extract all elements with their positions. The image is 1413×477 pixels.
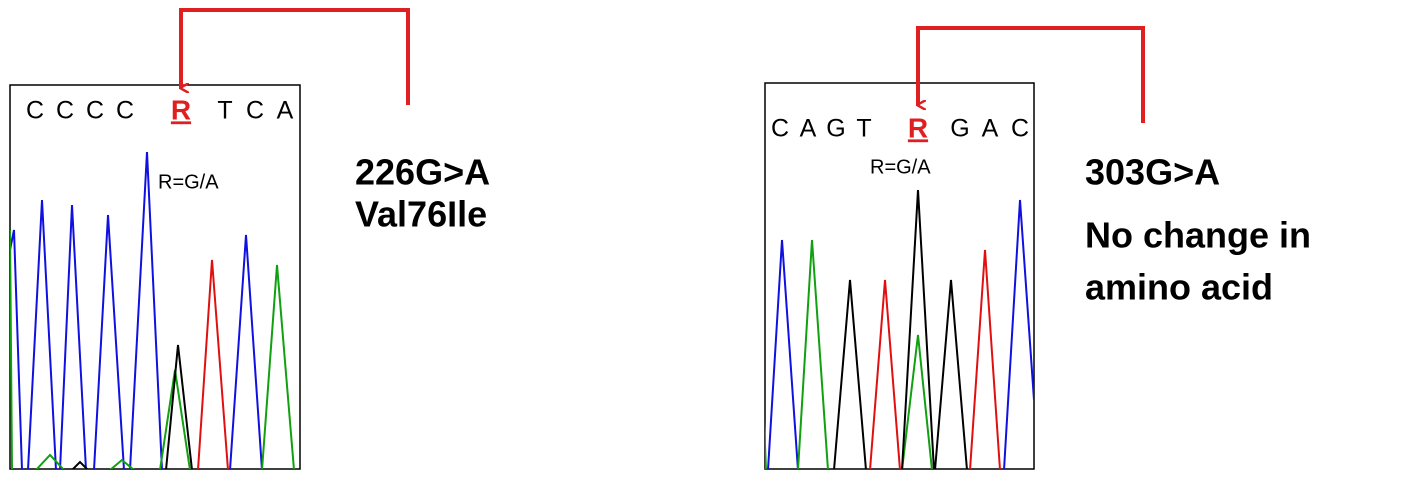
- base: T: [217, 97, 232, 125]
- effect-label: Val76Ile: [355, 194, 487, 235]
- base: A: [800, 115, 817, 143]
- base: C: [771, 115, 789, 143]
- base: C: [246, 97, 264, 125]
- left-chromatogram: C C C C R T C A R=G/A 226G>A Val76Ile: [0, 10, 490, 470]
- base: T: [856, 115, 871, 143]
- effect-label: No change in: [1085, 215, 1311, 256]
- figure: C C C C R T C A R=G/A 226G>A Val76Ile C …: [0, 0, 1413, 472]
- base: C: [1011, 115, 1029, 143]
- variant-base: R: [908, 112, 928, 143]
- base: C: [86, 97, 104, 125]
- ambiguity-code: R=G/A: [870, 156, 931, 178]
- effect-label: amino acid: [1085, 267, 1273, 308]
- right-chromatogram: C A G T R G A C R=G/A 303G>A No change i…: [760, 28, 1311, 470]
- mutation-label: 226G>A: [355, 152, 490, 193]
- base: A: [982, 115, 999, 143]
- base: C: [26, 97, 44, 125]
- mutation-label: 303G>A: [1085, 152, 1220, 193]
- base: G: [950, 115, 969, 143]
- ambiguity-code: R=G/A: [158, 171, 219, 193]
- base: C: [116, 97, 134, 125]
- base: A: [277, 97, 294, 125]
- base: C: [56, 97, 74, 125]
- variant-base: R: [171, 94, 191, 125]
- base: G: [826, 115, 845, 143]
